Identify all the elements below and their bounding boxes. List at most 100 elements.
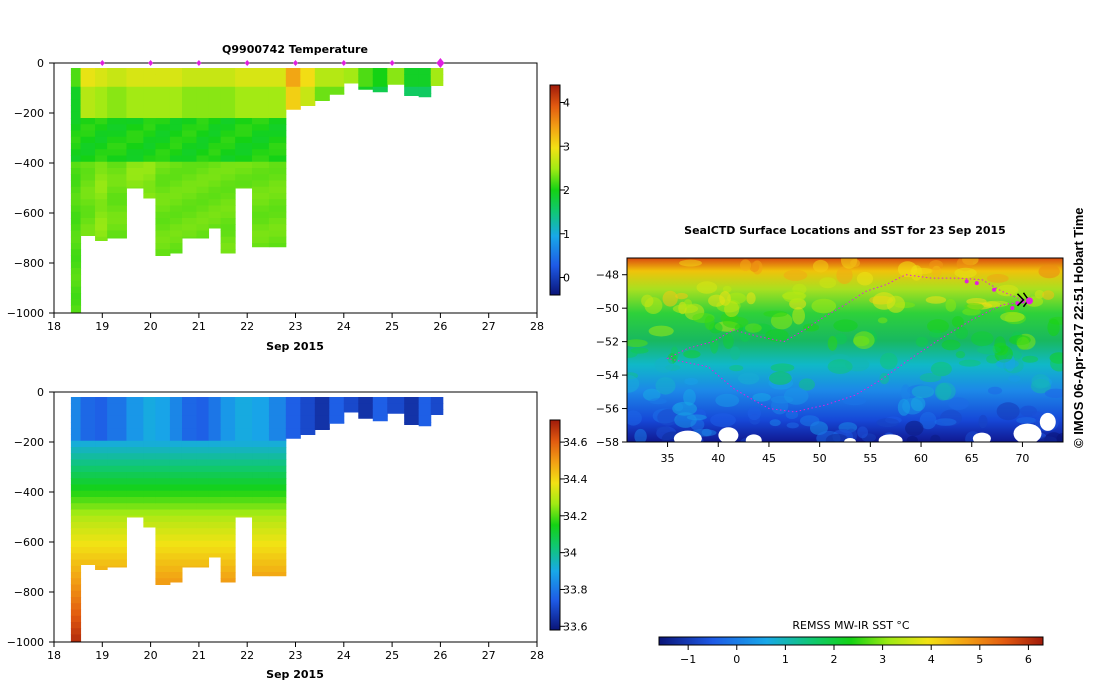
section-cell — [268, 99, 287, 106]
section-cell — [268, 503, 287, 510]
section-cell — [235, 409, 253, 417]
section-cell — [169, 515, 183, 523]
section-cell — [95, 205, 108, 213]
section-cell — [126, 118, 144, 125]
section-cell — [268, 105, 287, 113]
section-cell — [95, 547, 108, 554]
sst-eddy — [834, 333, 848, 345]
section-cell — [107, 547, 127, 554]
section-cell — [155, 578, 171, 585]
section-cell — [358, 68, 374, 75]
section-cell — [268, 186, 287, 194]
profile-marker — [99, 60, 105, 66]
section-cell — [268, 111, 287, 119]
section-cell — [181, 447, 197, 454]
section-cell — [95, 503, 108, 510]
colorbar-tick-label: 34.2 — [563, 510, 588, 523]
section-cell — [80, 553, 96, 560]
section-cell — [220, 497, 236, 504]
y-tick-label: −400 — [14, 486, 44, 499]
x-tick-label: 28 — [530, 320, 544, 333]
section-cell — [268, 93, 287, 100]
section-cell — [107, 447, 127, 454]
sst-eddy — [931, 265, 942, 278]
section-cell — [155, 93, 171, 100]
section-cell — [181, 409, 197, 417]
section-cell — [314, 80, 330, 88]
map-x-tick-label: 35 — [661, 452, 675, 465]
section-cell — [107, 553, 127, 560]
sst-eddy — [919, 373, 942, 383]
section-cell — [252, 553, 270, 560]
section-cell — [252, 559, 270, 567]
section-cell — [107, 105, 127, 113]
section-cell — [70, 124, 82, 131]
colorbar-tick-label: 33.6 — [563, 620, 588, 633]
section-cell — [126, 490, 144, 498]
section-cell — [196, 472, 210, 479]
section-cell — [181, 186, 197, 194]
section-cell — [268, 447, 287, 454]
section-cell — [235, 168, 253, 175]
section-cell — [80, 230, 96, 236]
section-cell — [181, 428, 197, 435]
section-cell — [196, 124, 210, 131]
section-cell — [80, 161, 96, 169]
section-cell — [107, 186, 127, 194]
section-cell — [70, 111, 82, 119]
section-cell — [196, 186, 210, 194]
sst-eddy — [696, 281, 718, 294]
section-cell — [208, 472, 222, 479]
section-cell — [220, 572, 236, 579]
section-cell — [126, 136, 144, 144]
section-cell — [181, 130, 197, 138]
section-cell — [268, 497, 287, 504]
section-cell — [126, 168, 144, 175]
profile-markers — [99, 58, 445, 68]
colorbar-tick-label: 0 — [563, 272, 570, 285]
section-cell — [169, 74, 183, 81]
section-cell — [235, 180, 253, 188]
section-cell — [285, 403, 301, 410]
section-cell — [169, 397, 183, 404]
sst-eddy — [1016, 417, 1037, 424]
section-cell — [208, 509, 222, 517]
section-cell — [169, 180, 183, 188]
section-cell — [126, 130, 144, 138]
section-cell — [196, 465, 210, 473]
section-cell — [155, 149, 171, 156]
section-cell — [235, 186, 253, 189]
section-cell — [95, 86, 108, 94]
section-cell — [196, 86, 210, 94]
section-cell — [252, 136, 270, 144]
section-cell — [208, 174, 222, 181]
section-cell — [196, 130, 210, 138]
section-cell — [70, 547, 82, 554]
section-cell — [300, 409, 316, 417]
colorbar-tick-label: 34.6 — [563, 436, 588, 449]
section-cell — [329, 74, 345, 81]
section-cell — [235, 93, 253, 100]
map-x-tick-label: 40 — [711, 452, 725, 465]
section-cell — [208, 415, 222, 423]
section-cell — [196, 180, 210, 188]
sst-colorbar-tick-label: −1 — [680, 653, 696, 666]
profile-marker — [148, 60, 154, 66]
section-cell — [196, 528, 210, 535]
section-cell — [169, 118, 183, 125]
section-cell — [196, 428, 210, 435]
section-cell — [252, 572, 270, 577]
section-cell — [70, 299, 82, 306]
section-cell — [329, 409, 345, 417]
salinity-y-ticks: 0 −200 −400 −600 −800 −1000 — [7, 386, 54, 649]
section-cell — [252, 422, 270, 429]
section-cell — [95, 68, 108, 75]
section-cell — [126, 174, 144, 181]
section-cell — [268, 155, 287, 163]
section-cell — [268, 74, 287, 81]
section-cell — [196, 409, 210, 417]
section-cell — [155, 236, 171, 244]
section-cell — [143, 155, 156, 163]
section-cell — [196, 422, 210, 429]
section-cell — [155, 484, 171, 492]
